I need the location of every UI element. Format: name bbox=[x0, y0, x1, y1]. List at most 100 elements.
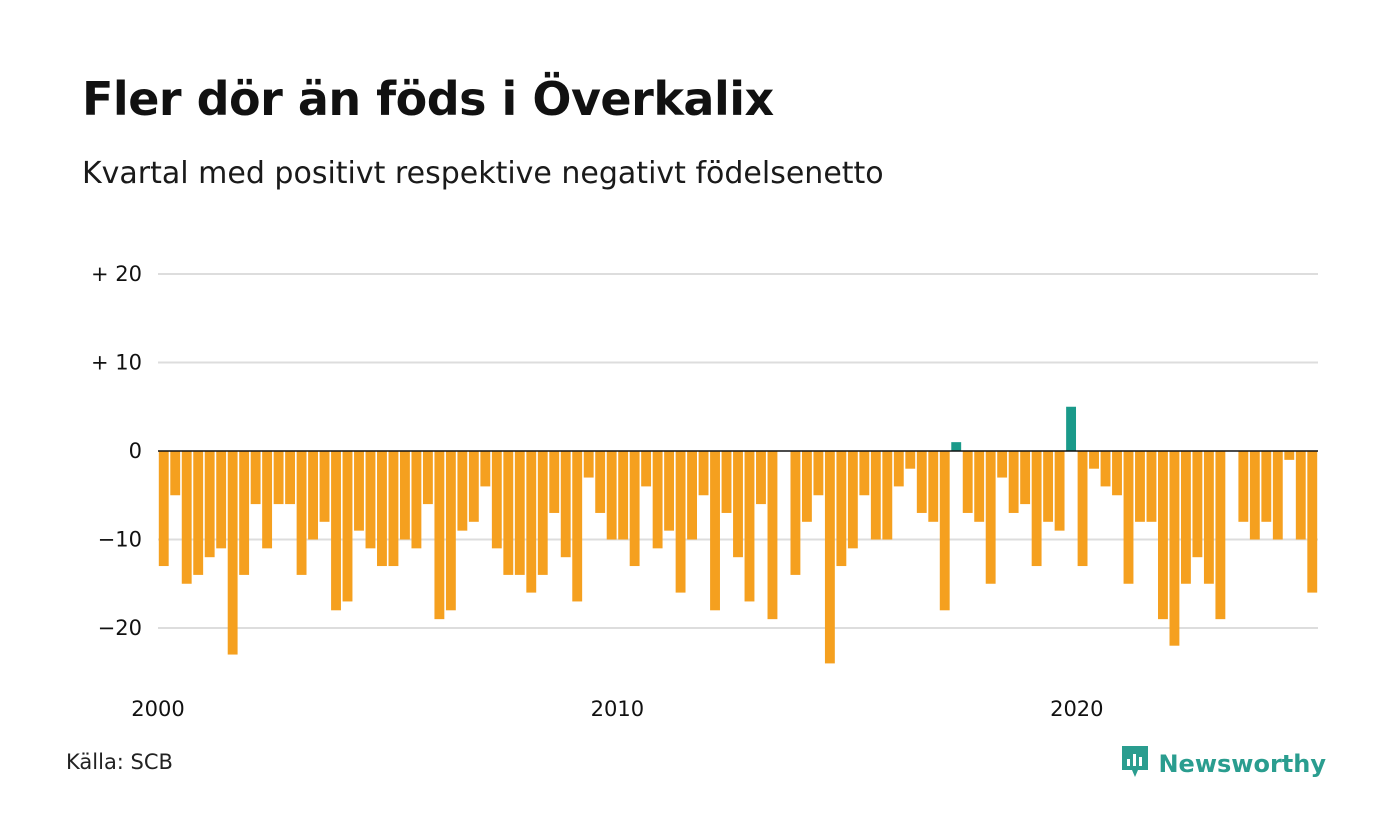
bar bbox=[1249, 451, 1260, 540]
bar bbox=[790, 451, 801, 575]
bar bbox=[836, 451, 847, 567]
bar bbox=[1272, 451, 1283, 540]
bar bbox=[308, 451, 318, 540]
bar bbox=[1307, 451, 1318, 593]
newsworthy-logo-icon bbox=[1120, 744, 1150, 784]
bar bbox=[158, 451, 169, 567]
bar bbox=[652, 451, 663, 549]
bar bbox=[824, 451, 835, 664]
bar bbox=[1295, 451, 1306, 540]
bar bbox=[526, 451, 537, 593]
bar bbox=[595, 451, 606, 513]
bar bbox=[1146, 451, 1157, 522]
bar bbox=[331, 451, 341, 611]
bar bbox=[1100, 451, 1111, 487]
bar bbox=[664, 451, 675, 531]
x-tick-label: 2010 bbox=[591, 697, 644, 721]
bar bbox=[365, 451, 376, 549]
bar bbox=[1215, 451, 1226, 620]
bar bbox=[170, 451, 181, 496]
bar bbox=[813, 451, 824, 496]
bar bbox=[721, 451, 732, 513]
bar bbox=[560, 451, 571, 558]
bar bbox=[583, 451, 594, 478]
y-tick-label: + 10 bbox=[91, 351, 142, 375]
bar bbox=[285, 451, 296, 505]
bar bbox=[549, 451, 560, 513]
bar bbox=[859, 451, 870, 496]
bar bbox=[491, 451, 502, 549]
bar bbox=[273, 451, 284, 505]
x-axis-ticks: 2000 2010 2020 bbox=[131, 697, 1103, 721]
bar bbox=[767, 451, 778, 620]
bar bbox=[1089, 451, 1099, 469]
bar bbox=[1135, 451, 1145, 522]
bar bbox=[985, 451, 996, 584]
bar bbox=[227, 451, 238, 655]
bar bbox=[1203, 451, 1214, 584]
bar bbox=[319, 451, 330, 522]
chart-title: Fler dör än föds i Överkalix bbox=[82, 72, 774, 126]
bar bbox=[1158, 451, 1168, 620]
bar bbox=[193, 451, 204, 575]
bar bbox=[1077, 451, 1088, 567]
bar bbox=[514, 451, 525, 575]
bar bbox=[1008, 451, 1019, 513]
bar bbox=[1020, 451, 1031, 505]
bar bbox=[1043, 451, 1054, 522]
bar bbox=[756, 451, 766, 505]
bar bbox=[710, 451, 720, 611]
y-axis-ticks: + 20 + 10 0 −10 −20 bbox=[91, 262, 142, 640]
bar bbox=[1169, 451, 1180, 646]
bar bbox=[629, 451, 640, 567]
bar bbox=[687, 451, 697, 540]
bar bbox=[354, 451, 364, 531]
bar bbox=[1031, 451, 1042, 567]
bar bbox=[744, 451, 755, 602]
bar bbox=[733, 451, 743, 558]
bar bbox=[962, 451, 973, 513]
y-tick-label: 0 bbox=[129, 439, 142, 463]
bar bbox=[1192, 451, 1203, 558]
bar bbox=[1180, 451, 1191, 584]
bar bbox=[572, 451, 583, 602]
bar bbox=[916, 451, 927, 513]
bar bbox=[434, 451, 445, 620]
bar bbox=[1123, 451, 1134, 584]
bar bbox=[377, 451, 387, 567]
bar bbox=[997, 451, 1008, 478]
x-tick-label: 2020 bbox=[1050, 697, 1103, 721]
bar bbox=[204, 451, 215, 558]
bar bbox=[1066, 406, 1077, 451]
chart-subtitle: Kvartal med positivt respektive negativt… bbox=[82, 156, 884, 191]
bar bbox=[675, 451, 686, 593]
brand-logo[interactable]: Newsworthy bbox=[1120, 744, 1326, 784]
bar bbox=[480, 451, 491, 487]
y-tick-label: + 20 bbox=[91, 262, 142, 286]
x-tick-label: 2000 bbox=[131, 697, 184, 721]
bar bbox=[1238, 451, 1249, 522]
bar bbox=[296, 451, 307, 575]
source-note: Källa: SCB bbox=[66, 750, 173, 774]
bar bbox=[1054, 451, 1065, 531]
bar bbox=[503, 451, 514, 575]
bar bbox=[399, 451, 410, 540]
bar bbox=[181, 451, 192, 584]
bar bbox=[870, 451, 881, 540]
bars bbox=[158, 406, 1318, 664]
bar bbox=[606, 451, 617, 540]
bar bbox=[1261, 451, 1272, 522]
bar bbox=[928, 451, 939, 522]
bar bbox=[411, 451, 422, 549]
brand-name: Newsworthy bbox=[1158, 750, 1326, 778]
bar bbox=[239, 451, 250, 575]
bar bbox=[905, 451, 916, 469]
bar bbox=[1284, 451, 1295, 460]
bar bbox=[939, 451, 950, 611]
bar bbox=[801, 451, 812, 522]
bar bbox=[262, 451, 273, 549]
bar bbox=[698, 451, 709, 496]
bar bbox=[422, 451, 433, 505]
bar bbox=[893, 451, 904, 487]
